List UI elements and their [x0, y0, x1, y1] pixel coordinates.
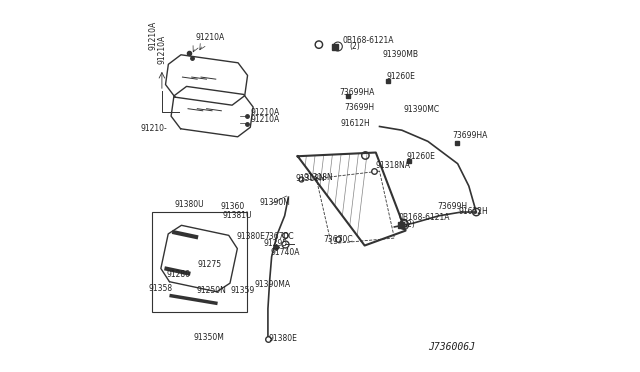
Circle shape — [474, 210, 479, 214]
Text: 91390MC: 91390MC — [404, 105, 440, 114]
Text: 73699HA: 73699HA — [453, 131, 488, 140]
Text: 0B168-6121A: 0B168-6121A — [398, 213, 450, 222]
Text: 91381U: 91381U — [222, 211, 252, 219]
Text: 91612H: 91612H — [340, 119, 370, 128]
Text: J736006J: J736006J — [429, 341, 476, 352]
Text: 91210A: 91210A — [250, 108, 279, 116]
Bar — [152, 212, 248, 312]
Text: 91318NA: 91318NA — [375, 161, 410, 170]
Text: 91275: 91275 — [198, 260, 222, 269]
Text: 91390MA: 91390MA — [255, 280, 291, 289]
Text: 91390M: 91390M — [260, 198, 291, 207]
Text: 91612H: 91612H — [458, 207, 488, 216]
Text: 91295: 91295 — [264, 239, 287, 248]
Text: 91350M: 91350M — [193, 333, 225, 341]
Text: 91318N: 91318N — [296, 174, 326, 183]
Text: 73670C: 73670C — [324, 235, 353, 244]
Circle shape — [315, 41, 323, 48]
Circle shape — [363, 153, 367, 158]
Text: 73670C: 73670C — [264, 232, 294, 241]
Circle shape — [362, 152, 369, 159]
Text: 91210-: 91210- — [141, 124, 168, 133]
Text: (2): (2) — [349, 42, 360, 51]
Text: 91250N: 91250N — [196, 286, 227, 295]
Text: 91358: 91358 — [149, 284, 173, 293]
Text: 91318N: 91318N — [303, 173, 333, 182]
Text: 73699H: 73699H — [344, 103, 374, 112]
Text: 91260E: 91260E — [386, 72, 415, 81]
Text: 91280: 91280 — [167, 270, 191, 279]
Text: 91210A: 91210A — [148, 21, 157, 50]
Text: 91359: 91359 — [231, 286, 255, 295]
Circle shape — [401, 219, 408, 227]
Text: (2): (2) — [405, 220, 415, 229]
Text: 91740A: 91740A — [270, 248, 300, 257]
Text: 91380E: 91380E — [269, 334, 298, 343]
Text: 91380U: 91380U — [175, 200, 205, 209]
Text: 91360: 91360 — [220, 202, 244, 211]
Circle shape — [402, 221, 406, 225]
Circle shape — [472, 208, 480, 216]
Text: 91390MB: 91390MB — [383, 50, 419, 59]
Circle shape — [317, 42, 321, 47]
Text: 91380E: 91380E — [236, 232, 265, 241]
Text: 91260E: 91260E — [406, 152, 435, 161]
Text: 91210A: 91210A — [195, 33, 225, 42]
Text: 73699HA: 73699HA — [339, 88, 374, 97]
Text: 0B168-6121A: 0B168-6121A — [342, 36, 394, 45]
Text: 73699H: 73699H — [437, 202, 467, 211]
Text: 91210A: 91210A — [157, 35, 166, 64]
Text: 91210A: 91210A — [250, 115, 279, 124]
